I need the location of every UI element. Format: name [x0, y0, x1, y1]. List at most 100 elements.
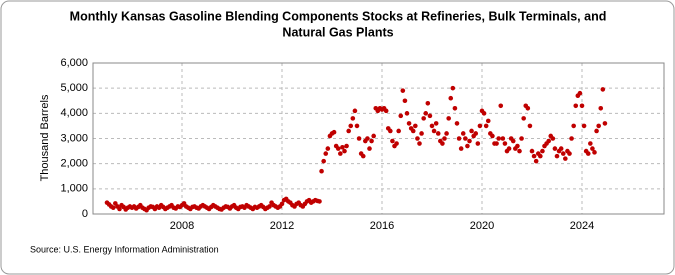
data-point — [117, 206, 122, 212]
data-point — [383, 108, 389, 114]
data-point — [365, 136, 370, 141]
data-point — [279, 201, 285, 207]
data-point — [348, 123, 354, 129]
data-point — [473, 131, 479, 136]
data-point — [404, 111, 410, 116]
data-point — [350, 116, 356, 121]
data-point — [467, 138, 472, 144]
x-tick-label: 2012 — [270, 220, 294, 232]
data-point — [400, 88, 406, 93]
x-tick-label: 2020 — [470, 220, 494, 232]
data-point — [529, 148, 535, 154]
data-point — [325, 146, 331, 151]
data-point — [519, 136, 524, 141]
data-point — [267, 204, 272, 209]
y-tick-label: 3,000 — [60, 132, 88, 144]
data-point — [415, 136, 420, 141]
data-point — [531, 153, 537, 159]
data-point — [402, 98, 408, 104]
data-point — [371, 133, 376, 139]
data-point — [496, 136, 501, 141]
data-point — [465, 143, 470, 149]
data-point — [338, 151, 343, 156]
data-point — [433, 121, 439, 126]
data-point — [546, 138, 551, 144]
data-point — [494, 141, 499, 146]
data-point — [550, 136, 556, 141]
y-tick-label: 4,000 — [60, 107, 88, 119]
data-point — [356, 136, 362, 141]
data-point — [571, 123, 576, 129]
data-point — [598, 106, 604, 111]
data-point — [440, 141, 445, 146]
x-tick-label: 2016 — [370, 220, 394, 232]
data-point — [369, 138, 374, 144]
data-point — [515, 143, 520, 149]
data-point — [469, 128, 474, 134]
data-point — [321, 158, 326, 164]
data-point — [460, 131, 466, 136]
y-tick-label: 2,000 — [60, 158, 88, 170]
data-point — [396, 128, 401, 134]
data-point — [417, 141, 422, 146]
data-point — [483, 123, 489, 129]
x-tick-label: 2008 — [170, 220, 194, 232]
data-point — [573, 103, 579, 109]
data-point — [323, 151, 329, 156]
data-point — [521, 116, 526, 121]
data-point — [567, 151, 572, 156]
data-point — [110, 205, 116, 211]
data-point — [579, 103, 585, 109]
y-tick-label: 0 — [82, 208, 88, 220]
data-point — [446, 116, 451, 121]
data-point — [458, 146, 464, 151]
source: Source: U.S. Energy Information Administ… — [30, 244, 219, 254]
data-point — [552, 146, 558, 151]
data-point — [602, 121, 608, 126]
data-point — [554, 153, 560, 159]
data-point — [331, 129, 337, 135]
data-point — [498, 103, 504, 109]
data-point — [340, 145, 345, 150]
data-point — [585, 151, 591, 156]
data-point — [594, 128, 599, 134]
y-tick-label: 6,000 — [60, 57, 88, 69]
data-point — [500, 136, 506, 141]
y-tick-label: 5,000 — [60, 82, 88, 94]
data-point — [502, 141, 508, 146]
data-point — [525, 106, 531, 111]
data-point — [398, 113, 404, 119]
data-point — [394, 141, 399, 146]
data-point — [558, 146, 564, 151]
data-point — [423, 111, 429, 116]
data-point — [475, 141, 481, 146]
data-point — [425, 100, 431, 106]
data-point — [517, 148, 522, 154]
data-point — [485, 118, 491, 124]
data-point — [419, 131, 424, 136]
data-point — [590, 146, 595, 151]
data-point — [533, 158, 539, 164]
data-point — [431, 128, 437, 134]
x-tick-label: 2024 — [570, 220, 594, 232]
data-point — [406, 121, 412, 126]
data-point — [413, 123, 418, 129]
data-point — [346, 128, 351, 134]
y-axis-label: Thousand Barrels — [39, 94, 51, 181]
data-point — [506, 146, 512, 151]
data-point — [448, 95, 454, 101]
data-point — [596, 123, 601, 129]
data-point — [563, 156, 568, 161]
data-point — [510, 138, 516, 144]
data-point — [360, 153, 366, 159]
data-point — [421, 116, 426, 121]
data-point — [344, 143, 349, 149]
data-point — [444, 131, 449, 136]
data-point — [577, 90, 583, 96]
data-point — [600, 87, 606, 92]
data-point — [335, 146, 341, 151]
data-point — [454, 121, 460, 126]
data-point — [319, 168, 324, 174]
data-point — [538, 153, 543, 159]
data-point — [429, 123, 435, 129]
